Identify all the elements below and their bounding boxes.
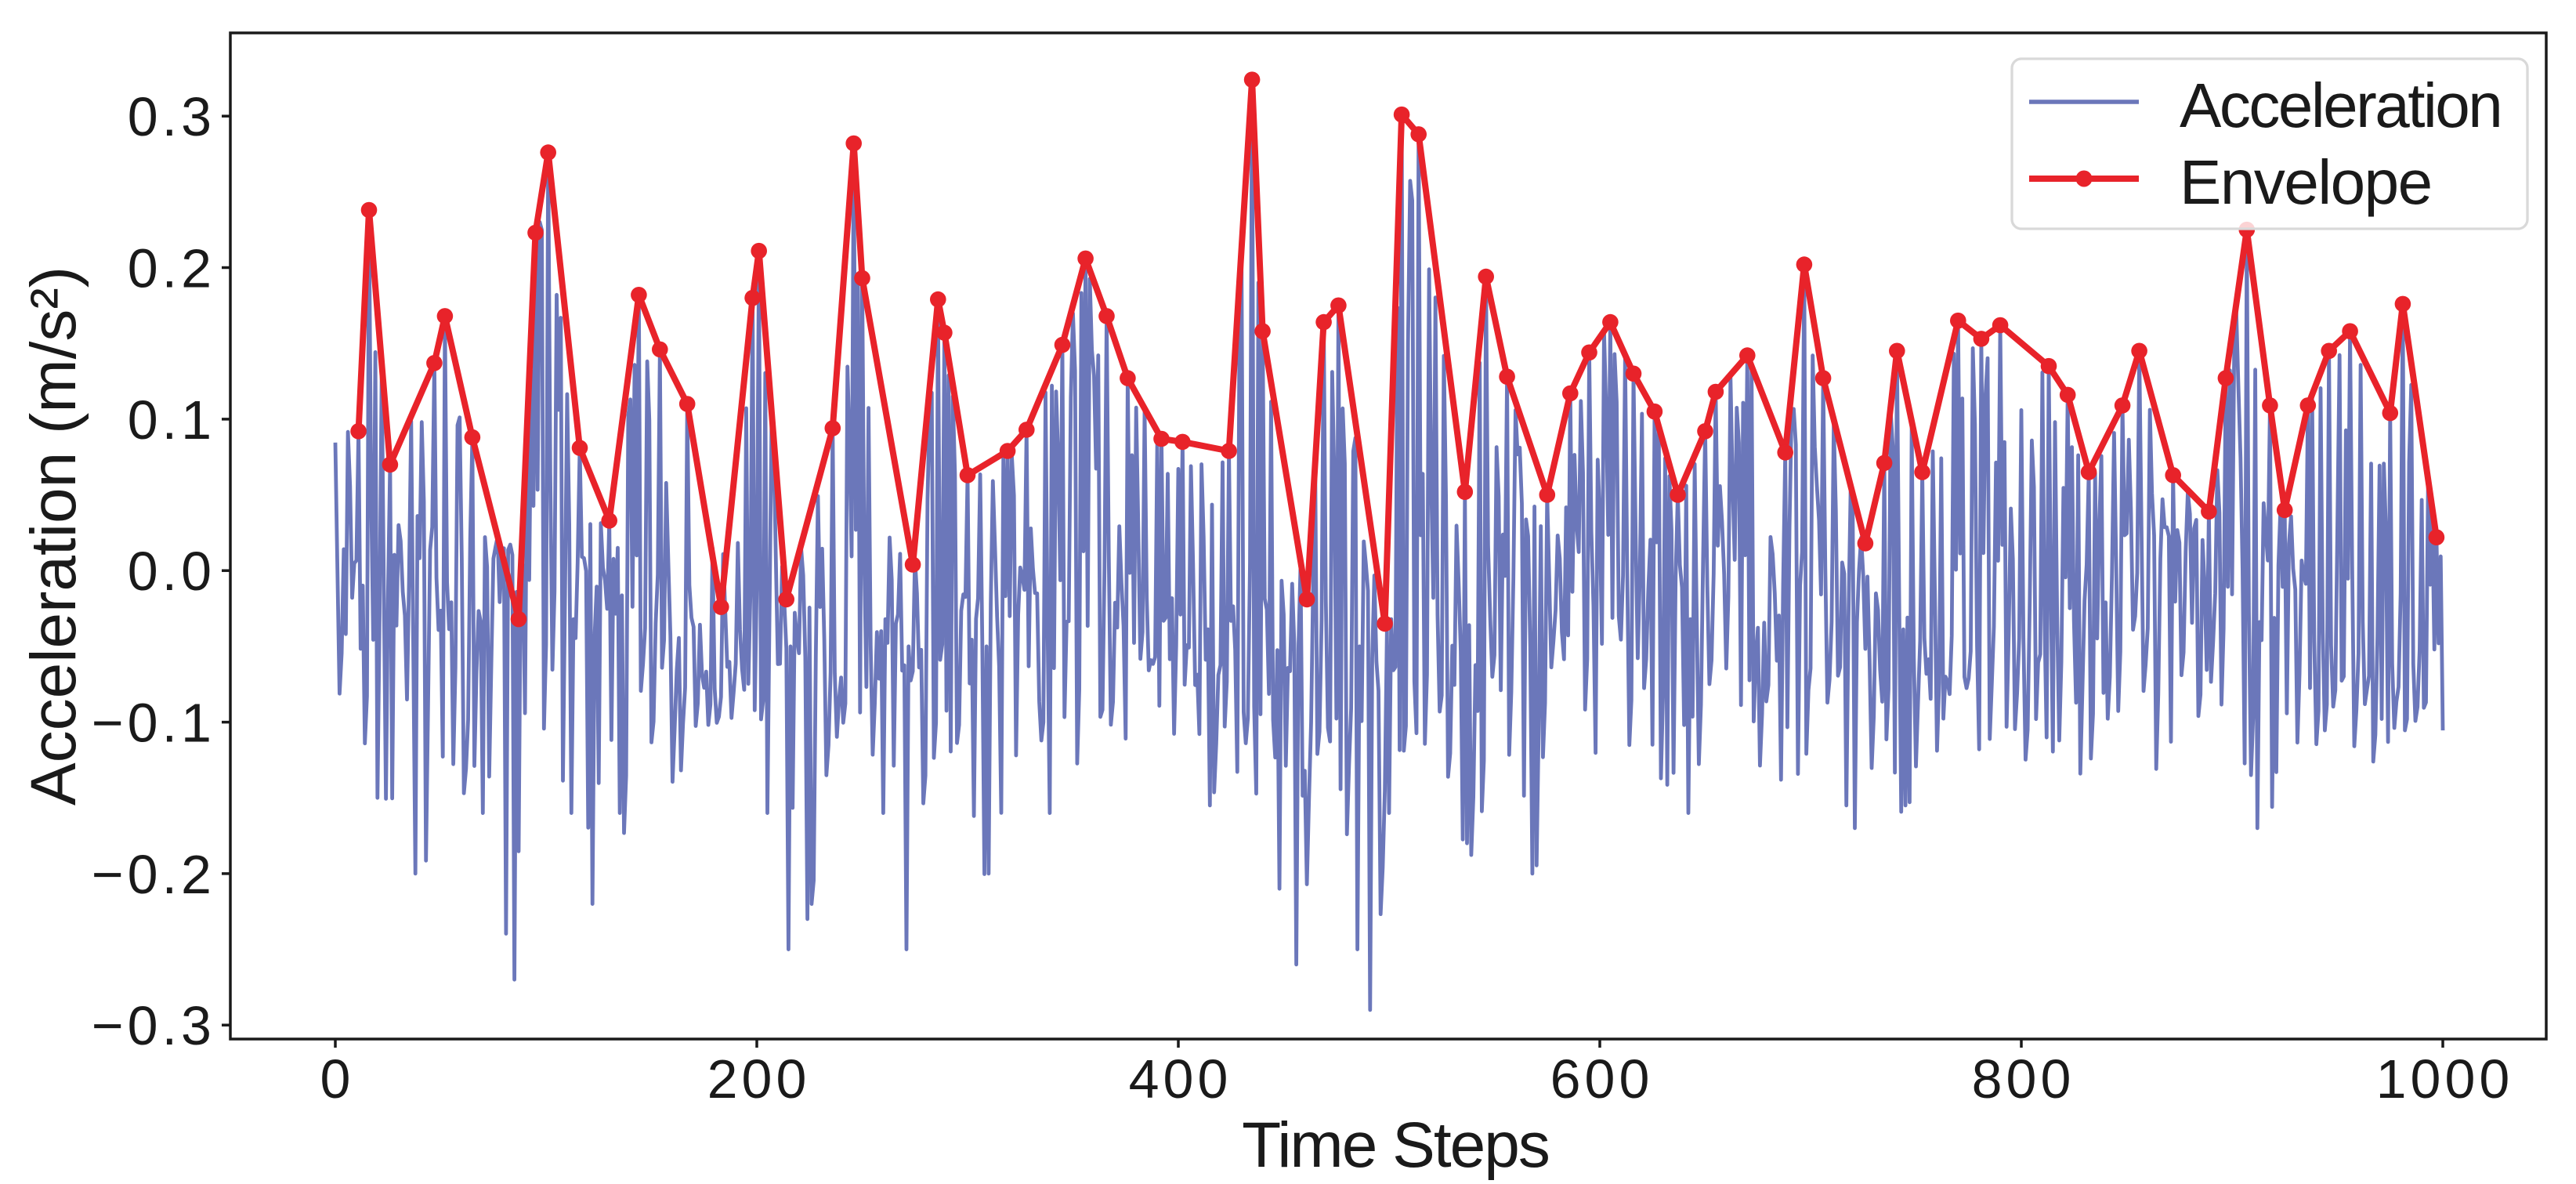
- svg-text:1000: 1000: [2376, 1048, 2514, 1110]
- svg-text:0: 0: [320, 1048, 355, 1110]
- svg-text:−0.3: −0.3: [92, 995, 215, 1056]
- svg-text:Envelope: Envelope: [2180, 147, 2432, 217]
- svg-text:Acceleration (m/s²): Acceleration (m/s²): [18, 266, 89, 806]
- svg-text:0.1: 0.1: [128, 389, 215, 451]
- svg-text:0.0: 0.0: [128, 541, 215, 602]
- svg-text:−0.2: −0.2: [92, 844, 215, 905]
- svg-text:400: 400: [1129, 1048, 1232, 1110]
- svg-text:200: 200: [707, 1048, 811, 1110]
- svg-text:800: 800: [1972, 1048, 2075, 1110]
- svg-text:600: 600: [1550, 1048, 1654, 1110]
- svg-text:0.3: 0.3: [128, 86, 215, 147]
- svg-text:0.2: 0.2: [128, 238, 215, 299]
- svg-text:−0.1: −0.1: [92, 693, 215, 754]
- svg-text:Acceleration: Acceleration: [2180, 71, 2501, 140]
- svg-text:Time Steps: Time Steps: [1242, 1110, 1549, 1180]
